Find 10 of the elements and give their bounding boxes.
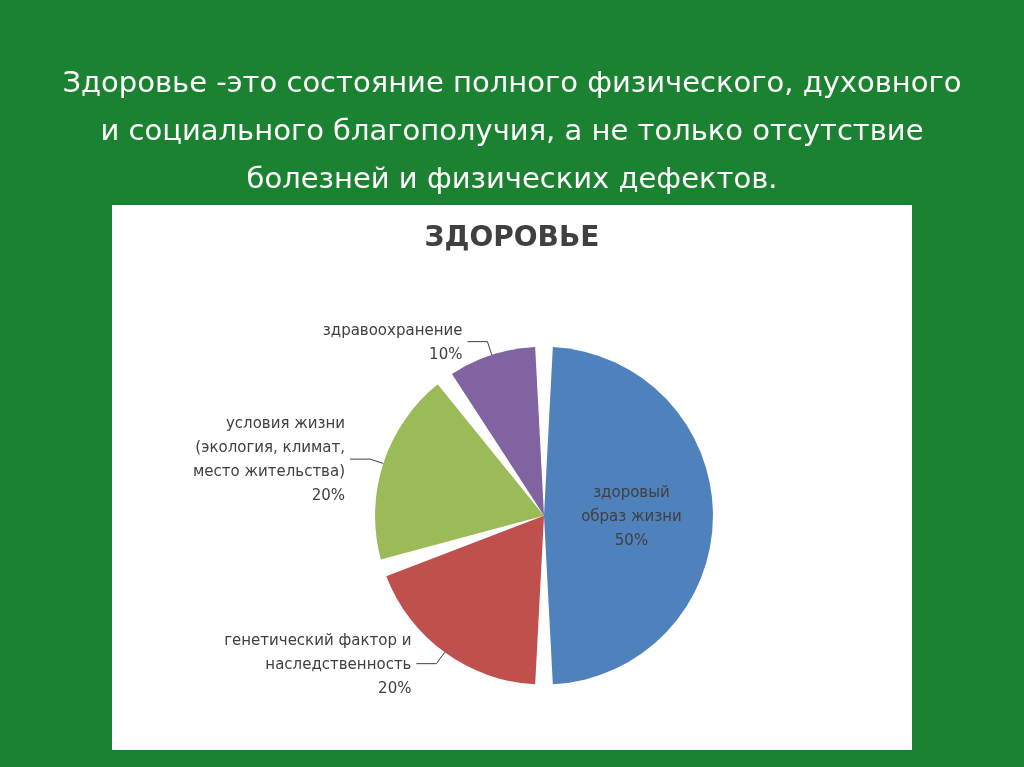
slice-label: здоровый образ жизни [581, 482, 682, 525]
data-label: 20% [378, 678, 412, 697]
data-label: 20% [311, 486, 345, 505]
slice-label: условия жизни (экология, климат, место жительства) [193, 414, 345, 481]
slice-label: генетический фактор и наследственность [224, 630, 412, 673]
data-label: 10% [429, 344, 463, 363]
data-label: 50% [614, 530, 649, 549]
chart-title: Здоровье -это состояние полного физического, духовного и социального благополучия, а не только отсутствие болезней и физических дефектов. [61, 64, 963, 197]
chart-subtitle: ЗДОРОВЬЕ [424, 219, 600, 253]
slice-label: здравоохранение [322, 320, 463, 339]
